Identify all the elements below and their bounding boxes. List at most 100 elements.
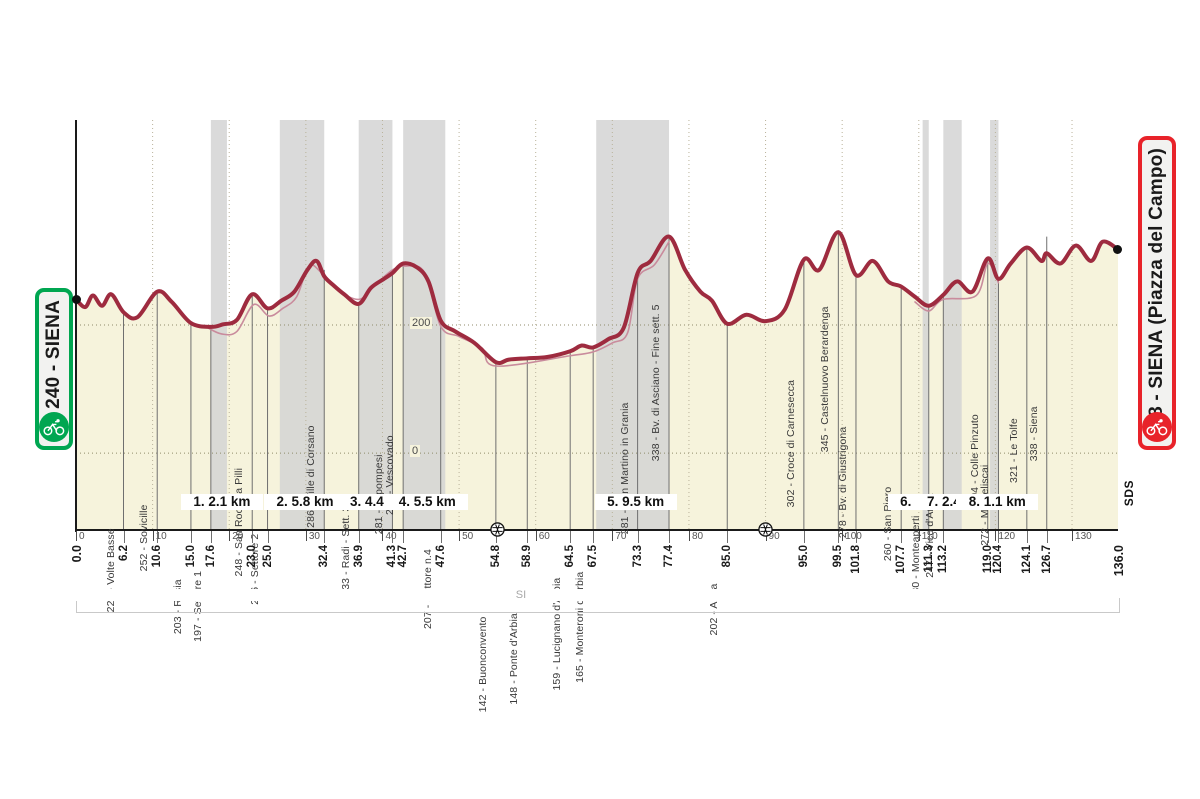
start-label: 240 - SIENA [43,300,64,409]
distance-tick-126.7 [1046,531,1048,543]
distance-tick-42.7 [403,531,405,543]
x-tick-label-130: 130 [1075,531,1092,542]
distance-tick-41.3 [392,531,394,543]
x-tick-label-50: 50 [462,531,474,542]
distance-label-67.5: 67.5 [587,545,600,568]
distance-label-107.7: 107.7 [895,545,908,574]
x-tick-130 [1072,531,1074,541]
distance-label-47.6: 47.6 [434,545,447,568]
distance-label-15.0: 15.0 [184,545,197,568]
distance-tick-77.4 [669,531,671,543]
y-tick-0: 0 [410,445,421,458]
distance-tick-47.6 [440,531,442,543]
distance-label-42.7: 42.7 [397,545,410,568]
distance-label-0.0: 0.0 [70,545,84,563]
x-tick-0 [76,531,77,541]
poi-label-monteaperti: 230 - Monteaperti [909,515,922,600]
province-bracket [76,598,1120,613]
x-tick-100 [842,531,844,541]
distance-tick-25.0 [267,531,269,543]
x-tick-label-90: 90 [768,531,780,542]
x-tick-60 [535,531,537,541]
sector-label-8: 8. 1.1 km [956,494,1039,510]
distance-label-95.0: 95.0 [797,545,810,568]
distance-label-120.4: 120.4 [992,545,1005,574]
x-tick-label-120: 120 [998,531,1016,542]
distance-label-64.5: 64.5 [564,545,577,568]
distance-tick-111.3 [928,531,930,543]
sector-label-1: 1. 2.1 km [180,494,263,510]
finish-point-marker [1113,245,1122,255]
x-tick-110 [918,531,920,541]
level-crossing-icon [490,521,505,537]
distance-label-113.2: 113.2 [937,545,950,574]
x-tick-20 [229,531,231,541]
distance-label-6.2: 6.2 [117,545,130,561]
x-tick-label-80: 80 [691,531,704,542]
distance-label-73.3: 73.3 [631,545,644,568]
x-tick-label-30: 30 [308,531,320,542]
distance-tick-124.1 [1026,531,1028,543]
x-tick-label-0: 0 [79,531,85,542]
sector-label-2: 2. 5.8 km [264,494,347,510]
x-tick-label-60: 60 [538,531,550,542]
poi-label-lucignano-d-arbia: 159 - Lucignano d'Arbia [551,577,564,691]
distance-tick-119.0 [987,531,989,543]
distance-tick-64.5 [570,531,572,543]
distance-tick-23.0 [252,531,254,543]
cyclist-icon [39,412,69,442]
distance-label-25.0: 25.0 [261,545,274,568]
distance-tick-15.0 [190,531,192,543]
x-axis-line [76,529,1118,531]
distance-tick-58.9 [527,531,529,543]
distance-label-126.7: 126.7 [1040,545,1053,574]
x-tick-50 [459,531,461,541]
x-tick-label-100: 100 [845,531,862,542]
cyclist-icon [1142,412,1172,442]
x-tick-label-40: 40 [385,531,397,542]
credit-label: SDS [1122,480,1136,507]
poi-label-castelnuovo-berardenga: 345 - Castelnuovo Berardenga [819,306,832,453]
distance-label-32.4: 32.4 [318,545,331,568]
poi-label-radi-sett-3: 233 - Radi - Sett. 3 [339,505,352,596]
province-label: SI [0,589,1042,601]
poi-label-vescovado: 296 - Vescovado [384,435,397,515]
x-tick-10 [152,531,154,541]
distance-label-124.1: 124.1 [1020,545,1033,574]
distance-tick-73.3 [637,531,639,543]
poi-label-rosia: 203 - Rosia [171,579,184,635]
distance-label-85.0: 85.0 [721,545,734,568]
level-crossing-icon [758,521,773,537]
distance-label-111.3: 111.3 [922,545,935,573]
poi-label-arbia: 202 - Arbia [708,583,721,636]
poi-label-buonconvento: 142 - Buonconvento [476,616,489,713]
poi-label-volte-basse: 220 - Volte Basse [104,528,117,613]
start-point-marker [72,295,81,305]
distance-tick-67.5 [593,531,595,543]
distance-tick-54.8 [495,531,497,543]
x-tick-label-70: 70 [615,531,627,542]
y-tick-200: 200 [410,317,433,329]
distance-label-136.0: 136.0 [1112,545,1126,577]
distance-tick-6.2 [123,531,125,543]
poi-label-le-tolfe: 321 - Le Tolfe [1007,418,1020,483]
distance-tick-99.5 [838,531,840,543]
poi-label-settore-n-4: 207 - Settore n.4 [421,549,434,630]
poi-label-sovicille: 252 - Sovicille [138,504,151,572]
distance-tick-107.7 [901,531,903,543]
distance-label-17.6: 17.6 [204,545,217,568]
poi-label-bv-di-giustrigona: 278 - Bv. di Giustrigona [836,426,849,539]
distance-label-36.9: 36.9 [352,545,365,568]
x-tick-70 [612,531,614,541]
distance-tick-101.8 [855,531,857,543]
distance-label-10.6: 10.6 [151,545,164,568]
poi-label-ponte-d-arbia: 148 - Ponte d'Arbia [508,613,521,705]
sector-label-5: 5. 9.5 km [594,494,677,510]
poi-label-croce-di-carnesecca: 302 - Croce di Carnesecca [784,379,797,508]
y-axis-line [75,120,77,532]
poi-label-siena: 338 - Siena [1027,406,1040,462]
distance-label-101.8: 101.8 [849,545,862,574]
start-plaque: 240 - SIENA [35,288,73,450]
x-tick-30 [305,531,307,541]
